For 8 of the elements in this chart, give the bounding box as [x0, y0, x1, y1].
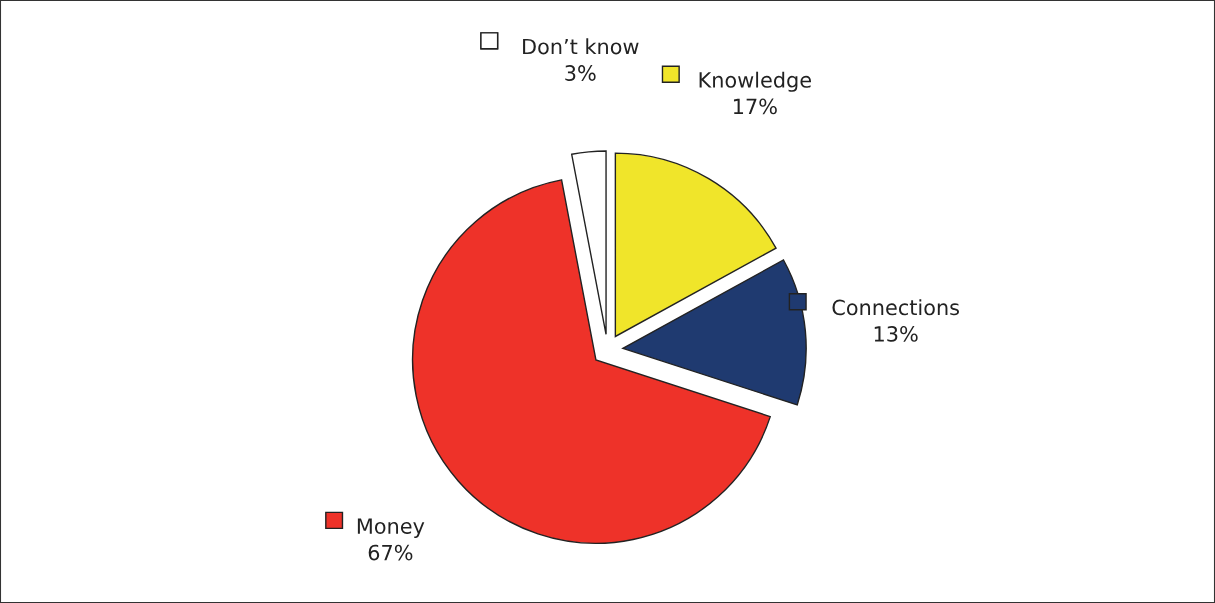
legend-label: Connections: [832, 299, 960, 316]
legend-label: Knowledge: [699, 71, 811, 92]
data-label: 13%: [874, 326, 918, 342]
legend-label: Don’t know: [523, 38, 639, 55]
data-label: 67%: [368, 544, 413, 561]
data-label: 17%: [733, 98, 777, 115]
data-label: 3%: [565, 65, 596, 81]
legend-label: Money: [357, 518, 425, 538]
